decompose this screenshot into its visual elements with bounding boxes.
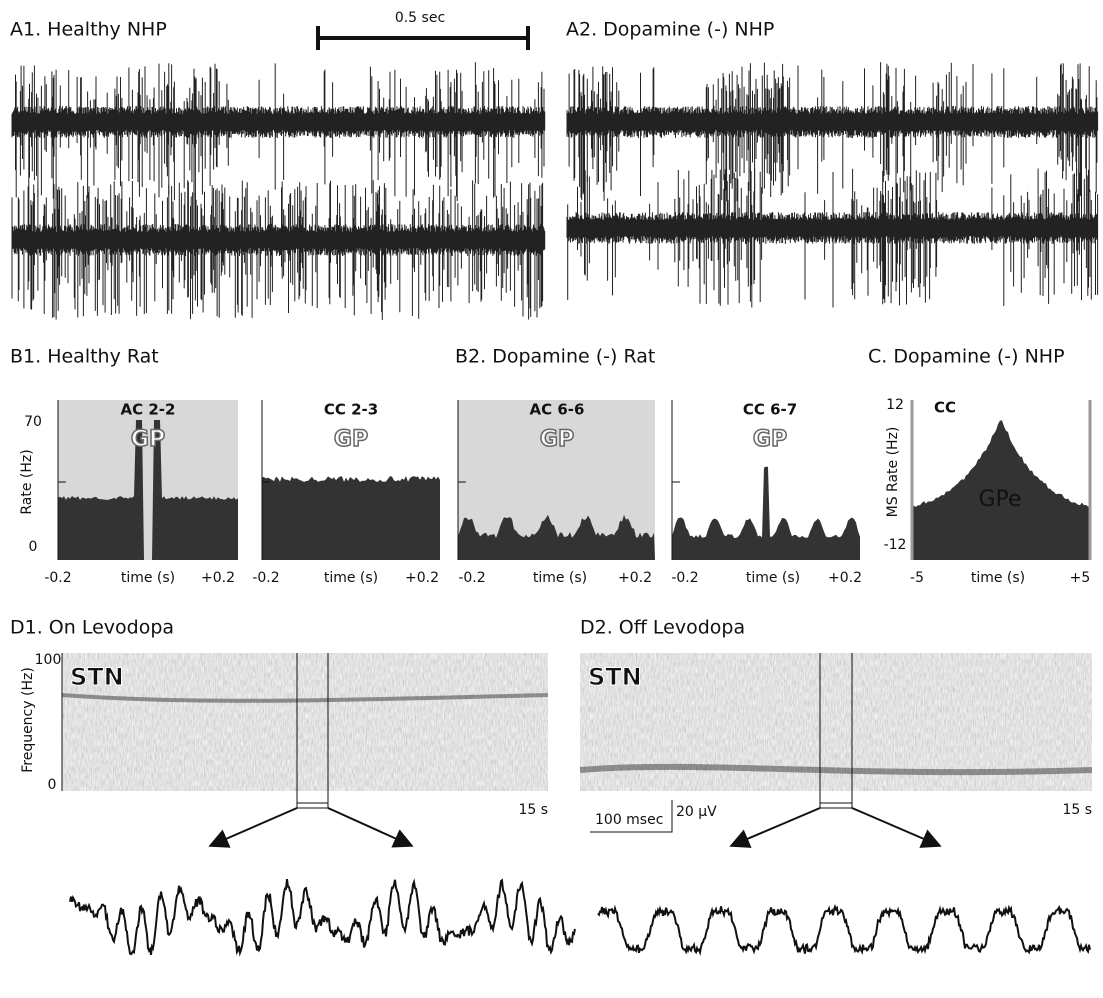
y-tick: -12: [884, 537, 907, 553]
region-label: GP: [540, 427, 574, 452]
scale-label: 100 msec: [595, 812, 663, 828]
window: [819, 653, 853, 809]
x-tick: +0.2: [405, 570, 439, 586]
histogram: [58, 420, 238, 560]
x-label: time (s): [533, 570, 587, 586]
spectral-band: [61, 693, 549, 703]
panel-title: B2. Dopamine (-) Rat: [455, 346, 655, 368]
spectrogram: [62, 653, 548, 791]
y-label: Frequency (Hz): [20, 667, 36, 773]
panel-title: D1. On Levodopa: [10, 617, 174, 639]
y-tick: 0: [48, 777, 57, 793]
scale-bar: [590, 800, 673, 833]
region-label: STN: [588, 663, 642, 691]
panel-title: A2. Dopamine (-) NHP: [566, 19, 774, 41]
plot-title: AC 6-6: [530, 401, 585, 419]
x-label: time (s): [324, 570, 378, 586]
x-tick: +5: [1070, 570, 1091, 586]
x-tick: -0.2: [44, 570, 71, 586]
x-tick: -0.2: [671, 570, 698, 586]
lfp-trace: [597, 903, 1091, 956]
histogram: [672, 466, 860, 560]
arrow: [208, 807, 298, 848]
x-tick: -5: [910, 570, 924, 586]
x-label: time (s): [121, 570, 175, 586]
cross-correlogram: [912, 420, 1090, 560]
spike-train: [566, 62, 1099, 202]
layout: [11, 62, 1099, 957]
spectral-band: [579, 763, 1093, 776]
scale-label: 0.5 sec: [395, 10, 445, 26]
region-label: GP: [131, 427, 165, 452]
plot-title: AC 2-2: [121, 401, 176, 419]
plot-title: CC 6-7: [743, 401, 797, 419]
region-label: GP: [334, 427, 368, 452]
scale-label: 20 µV: [676, 804, 717, 820]
plot-title: CC 2-3: [324, 401, 378, 419]
spike-train: [566, 168, 1099, 308]
window: [296, 653, 329, 809]
x-tick: +0.2: [828, 570, 862, 586]
region-label: STN: [70, 663, 124, 691]
x-tick: -0.2: [458, 570, 485, 586]
x-label: time (s): [746, 570, 800, 586]
x-tick: +0.2: [201, 570, 235, 586]
histogram: [458, 514, 655, 560]
y-tick: 12: [886, 397, 904, 413]
panel-title: A1. Healthy NHP: [10, 19, 167, 41]
region-label: GP: [753, 427, 787, 452]
y-tick: 70: [24, 414, 42, 430]
y-label: MS Rate (Hz): [885, 427, 901, 518]
y-tick: 0: [29, 539, 38, 555]
panel-title: D2. Off Levodopa: [580, 617, 745, 639]
x-tick: +0.2: [618, 570, 652, 586]
panel-title: B1. Healthy Rat: [10, 346, 159, 368]
duration-label: 15 s: [518, 802, 548, 818]
arrow: [729, 807, 821, 848]
spike-train: [11, 62, 546, 202]
region-label: GPe: [978, 487, 1021, 512]
duration-label: 15 s: [1062, 802, 1092, 818]
arrow: [851, 807, 942, 848]
arrow: [327, 807, 414, 848]
histogram: [262, 476, 440, 560]
y-label: Rate (Hz): [19, 449, 35, 514]
panel-title: C. Dopamine (-) NHP: [868, 346, 1065, 368]
y-tick: 100: [35, 652, 62, 668]
lfp-trace: [69, 878, 576, 957]
plot-title: CC: [934, 399, 956, 417]
x-tick: -0.2: [252, 570, 279, 586]
x-label: time (s): [971, 570, 1025, 586]
spike-train: [11, 180, 546, 320]
